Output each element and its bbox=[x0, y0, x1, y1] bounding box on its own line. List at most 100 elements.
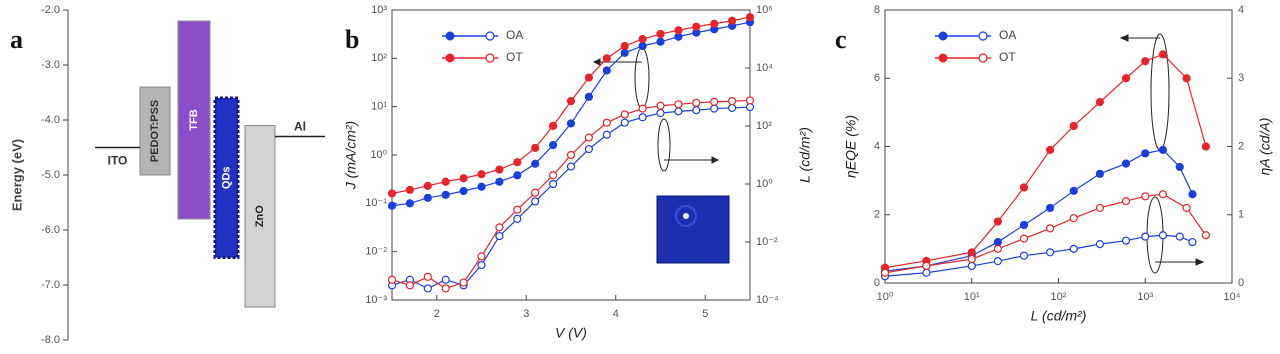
y-tick-label: 6 bbox=[874, 72, 880, 84]
y-tick-label: 10² bbox=[371, 52, 387, 64]
legend-marker bbox=[485, 53, 495, 63]
y-tick-label: 10⁻³ bbox=[365, 294, 387, 306]
energy-level-bar bbox=[244, 125, 276, 308]
data-point bbox=[1095, 98, 1104, 107]
x-axis-label: V (V) bbox=[555, 325, 587, 341]
legend-label: OT bbox=[506, 50, 523, 64]
data-point bbox=[459, 278, 468, 287]
y-axis-label: J (mA/cm²) bbox=[343, 121, 359, 190]
ellipse bbox=[657, 118, 671, 172]
layer-label: PEDOT:PSS bbox=[149, 100, 161, 162]
y-tick-label: 0 bbox=[874, 277, 880, 289]
legend-marker bbox=[938, 53, 948, 63]
data-point bbox=[967, 261, 976, 271]
data-point bbox=[674, 107, 683, 116]
arrow-head bbox=[1119, 34, 1129, 42]
data-point bbox=[1121, 197, 1131, 206]
x-tick-label: 10² bbox=[1051, 291, 1067, 303]
y2-tick-label: 4 bbox=[1238, 4, 1244, 16]
data-point bbox=[692, 106, 701, 115]
ellipse bbox=[1150, 33, 1170, 151]
data-point bbox=[638, 104, 647, 113]
data-point bbox=[602, 130, 611, 139]
layer-label: QDs bbox=[220, 166, 232, 189]
y-tick-label: 10⁻² bbox=[365, 246, 387, 258]
data-point bbox=[656, 101, 665, 110]
y-tick-label: -2.0 bbox=[41, 4, 60, 16]
data-point bbox=[513, 205, 522, 214]
energy-level-bar bbox=[139, 86, 171, 176]
data-point bbox=[1158, 231, 1168, 240]
data-point bbox=[602, 66, 611, 75]
y-tick-label: -6.0 bbox=[41, 224, 60, 236]
layer-label: TFB bbox=[188, 109, 200, 130]
legend-marker bbox=[938, 31, 948, 41]
legend-label: OA bbox=[999, 28, 1016, 42]
x-tick-label: 10³ bbox=[1137, 291, 1153, 303]
data-point bbox=[710, 19, 719, 28]
data-point bbox=[1095, 203, 1104, 213]
data-point bbox=[1121, 74, 1131, 83]
y2-axis-label: L (cd/m²) bbox=[797, 127, 813, 183]
inset-background bbox=[656, 195, 730, 264]
y2-tick-label: 10⁻² bbox=[756, 236, 778, 248]
data-point bbox=[1045, 145, 1055, 155]
data-point bbox=[745, 96, 755, 105]
data-point bbox=[880, 268, 890, 277]
panel-label: a bbox=[10, 25, 23, 54]
series-line bbox=[884, 193, 1207, 274]
data-point bbox=[602, 118, 611, 127]
data-point bbox=[967, 255, 976, 264]
y-tick-label: 4 bbox=[874, 140, 880, 152]
legend-label: OT bbox=[999, 50, 1016, 64]
legend-marker bbox=[485, 31, 495, 41]
data-point bbox=[745, 13, 755, 22]
data-point bbox=[1069, 121, 1078, 131]
data-point bbox=[710, 104, 719, 113]
data-point bbox=[405, 185, 414, 194]
legend-marker bbox=[978, 53, 988, 63]
legend-marker bbox=[978, 31, 988, 41]
y2-tick-label: 10⁰ bbox=[756, 178, 773, 190]
data-point bbox=[531, 143, 540, 153]
data-point bbox=[387, 201, 397, 210]
data-point bbox=[1188, 237, 1197, 247]
y2-tick-label: 10⁶ bbox=[756, 4, 773, 16]
data-point bbox=[967, 248, 976, 257]
inset-glow bbox=[675, 205, 697, 227]
data-point bbox=[423, 193, 432, 202]
y-tick-label: -5.0 bbox=[41, 169, 60, 181]
y2-tick-label: 0 bbox=[1238, 277, 1244, 289]
y-tick-label: 8 bbox=[874, 4, 880, 16]
data-point bbox=[993, 217, 1002, 226]
data-point bbox=[656, 29, 665, 39]
data-point bbox=[674, 26, 683, 35]
energy-level-bar bbox=[177, 20, 211, 220]
data-point bbox=[727, 16, 737, 25]
x-tick-label: 2 bbox=[434, 308, 440, 320]
data-point bbox=[584, 92, 594, 101]
data-point bbox=[531, 159, 540, 168]
data-point bbox=[620, 48, 629, 57]
y-axis-label: ηEQE (%) bbox=[843, 115, 859, 178]
data-point bbox=[1019, 183, 1029, 192]
data-point bbox=[993, 237, 1002, 247]
data-point bbox=[1141, 232, 1150, 241]
data-point bbox=[423, 284, 432, 293]
data-point bbox=[692, 98, 701, 107]
data-point bbox=[727, 103, 737, 113]
data-point bbox=[441, 190, 450, 199]
y-tick-label: 10⁻¹ bbox=[365, 197, 387, 209]
data-point bbox=[531, 197, 540, 206]
data-point bbox=[993, 244, 1002, 253]
y-tick-label: 2 bbox=[874, 209, 880, 221]
data-point bbox=[1158, 50, 1168, 59]
energy-level-bar bbox=[213, 96, 240, 259]
arrow-head bbox=[1195, 258, 1205, 266]
data-point bbox=[477, 182, 486, 191]
x-tick-label: 10¹ bbox=[964, 291, 980, 303]
data-point bbox=[387, 189, 397, 198]
data-point bbox=[620, 110, 629, 119]
y-axis-label: Energy (eV) bbox=[9, 139, 24, 211]
